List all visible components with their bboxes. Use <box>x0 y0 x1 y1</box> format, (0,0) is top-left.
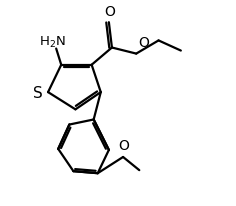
Text: O: O <box>105 5 115 19</box>
Text: O: O <box>138 36 149 50</box>
Text: S: S <box>34 86 43 101</box>
Text: H$_2$N: H$_2$N <box>39 35 66 50</box>
Text: O: O <box>118 139 129 153</box>
